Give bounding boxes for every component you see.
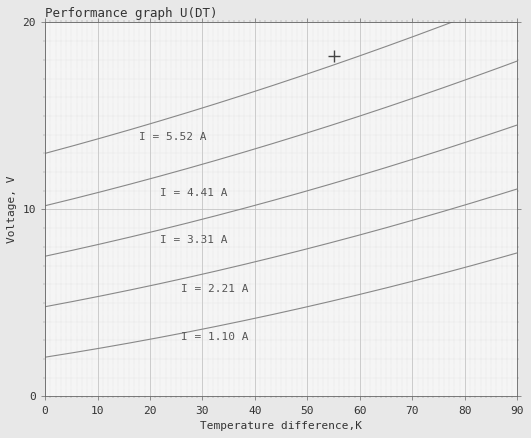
Text: I = 3.31 A: I = 3.31 A [160,235,228,245]
Text: I = 4.41 A: I = 4.41 A [160,188,228,198]
Text: I = 5.52 A: I = 5.52 A [140,132,207,142]
Text: I = 2.21 A: I = 2.21 A [182,284,249,294]
Y-axis label: Voltage, V: Voltage, V [7,176,17,243]
X-axis label: Temperature difference,K: Temperature difference,K [200,421,362,431]
Text: Performance graph U(DT): Performance graph U(DT) [45,7,218,20]
Text: I = 1.10 A: I = 1.10 A [182,332,249,343]
